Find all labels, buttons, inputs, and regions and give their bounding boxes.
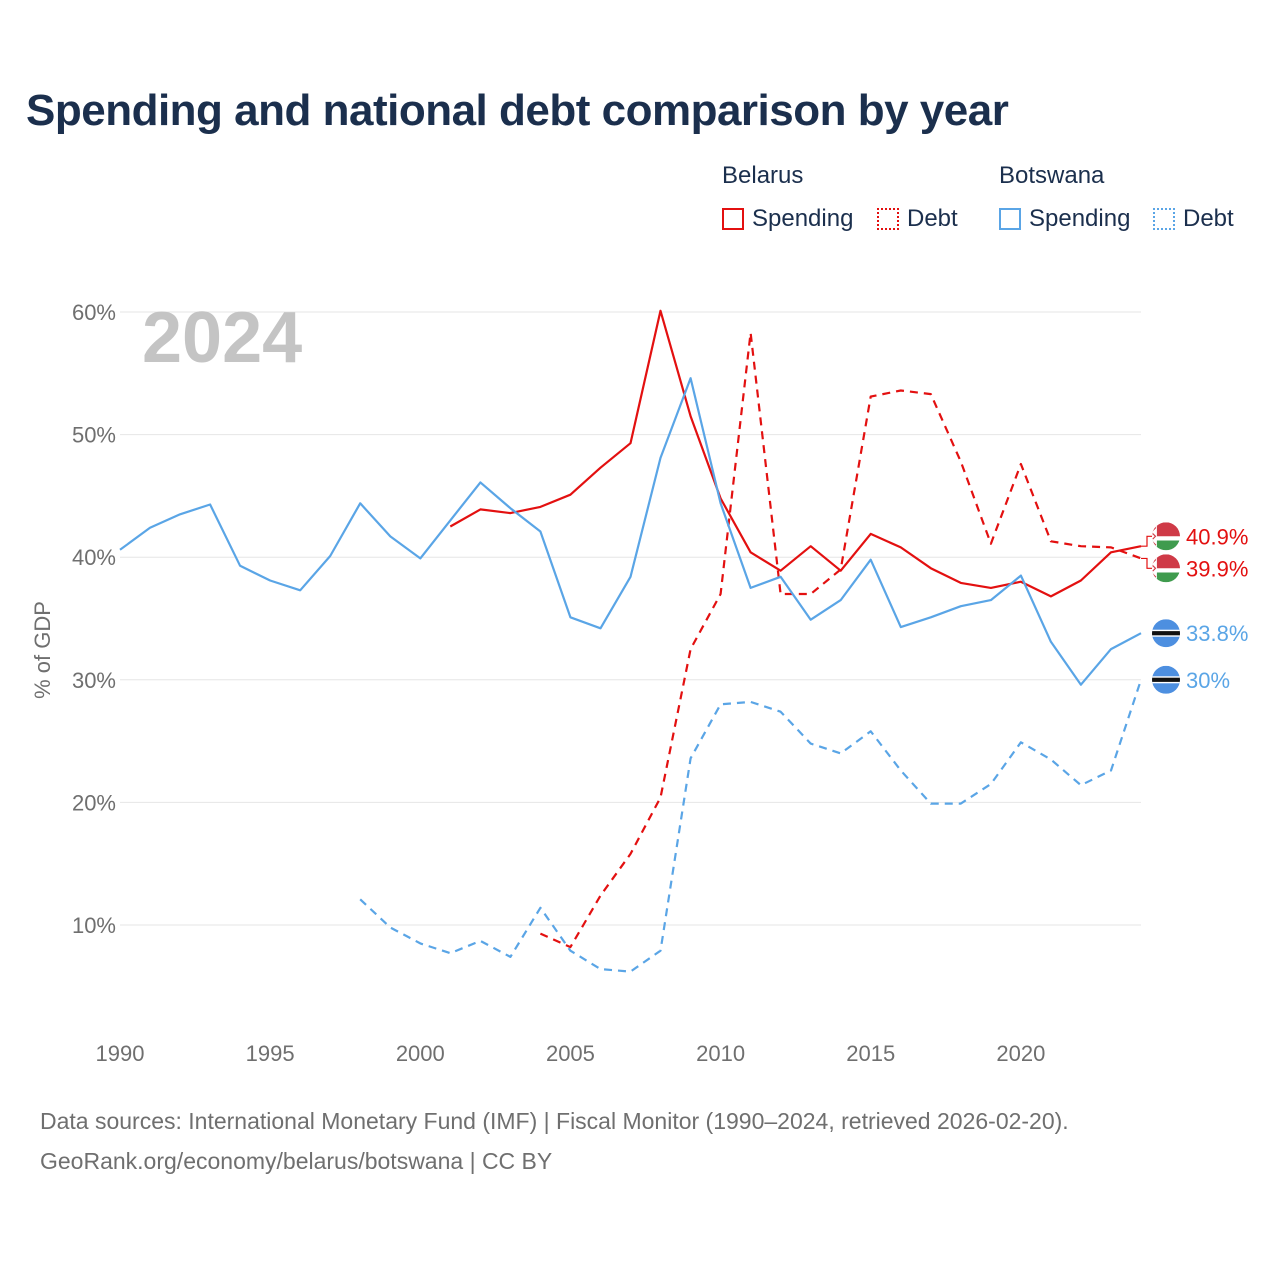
- y-tick-label: 50%: [72, 423, 116, 448]
- legend-swatch-belarus-debt: [877, 208, 899, 230]
- legend-item-belarus-spending[interactable]: Spending: [722, 204, 853, 234]
- y-tick-label: 10%: [72, 913, 116, 938]
- series-line-belarus-spending: [449, 309, 1142, 598]
- end-value-label-botswana-debt: 30%: [1186, 668, 1230, 693]
- legend-group-belarus: Belarus: [722, 162, 804, 189]
- x-tick-label: 2000: [396, 1041, 445, 1066]
- belarus-flag-icon: [1152, 522, 1180, 551]
- end-value-label-belarus-spending: 40.9%: [1186, 524, 1248, 549]
- legend-item-botswana-debt[interactable]: Debt: [1153, 204, 1234, 234]
- legend-label-botswana-spending: Spending: [1029, 205, 1131, 232]
- line-chart: 2024 % of GDP 10% 20% 30% 40% 50% 60% 1990 199…: [30, 298, 1248, 1066]
- x-tick-label: 2015: [846, 1041, 895, 1066]
- end-value-label-belarus-debt: 39.9%: [1186, 556, 1248, 581]
- y-tick-label: 30%: [72, 668, 116, 693]
- series-line-belarus-debt: [539, 331, 1142, 949]
- footer-attribution: GeoRank.org/economy/belarus/botswana | C…: [40, 1148, 553, 1174]
- year-watermark: 2024: [142, 298, 302, 378]
- legend-label-botswana-debt: Debt: [1183, 205, 1234, 232]
- belarus-flag-icon: [1152, 554, 1180, 583]
- botswana-flag-icon: [1152, 619, 1180, 648]
- chart-title: Spending and national debt comparison by…: [26, 86, 1009, 135]
- legend-swatch-belarus-spending: [722, 208, 744, 230]
- legend-group-botswana: Botswana: [999, 162, 1105, 189]
- x-tick-label: 1990: [96, 1041, 145, 1066]
- x-tick-label: 2005: [546, 1041, 595, 1066]
- end-value-label-botswana-spending: 33.8%: [1186, 621, 1248, 646]
- x-tick-label: 2010: [696, 1041, 745, 1066]
- legend-label-belarus-debt: Debt: [907, 205, 958, 232]
- legend-label-belarus-spending: Spending: [752, 205, 854, 232]
- legend-item-botswana-spending[interactable]: Spending: [999, 204, 1130, 234]
- y-tick-label: 20%: [72, 790, 116, 815]
- x-tick-label: 2020: [996, 1041, 1045, 1066]
- leader-line: [1141, 535, 1152, 547]
- series-line-botswana-spending: [119, 377, 1142, 686]
- y-tick-label: 60%: [72, 300, 116, 325]
- y-tick-label: 40%: [72, 545, 116, 570]
- leader-line: [1141, 557, 1152, 569]
- botswana-flag-icon: [1152, 665, 1180, 694]
- series-line-botswana-debt: [359, 679, 1143, 973]
- footer-sources: Data sources: International Monetary Fun…: [40, 1108, 1069, 1134]
- legend-item-belarus-debt[interactable]: Debt: [877, 204, 958, 234]
- legend-swatch-botswana-debt: [1153, 208, 1175, 230]
- legend-swatch-botswana-spending: [999, 208, 1021, 230]
- x-tick-label: 1995: [246, 1041, 295, 1066]
- y-axis-label: % of GDP: [30, 601, 55, 699]
